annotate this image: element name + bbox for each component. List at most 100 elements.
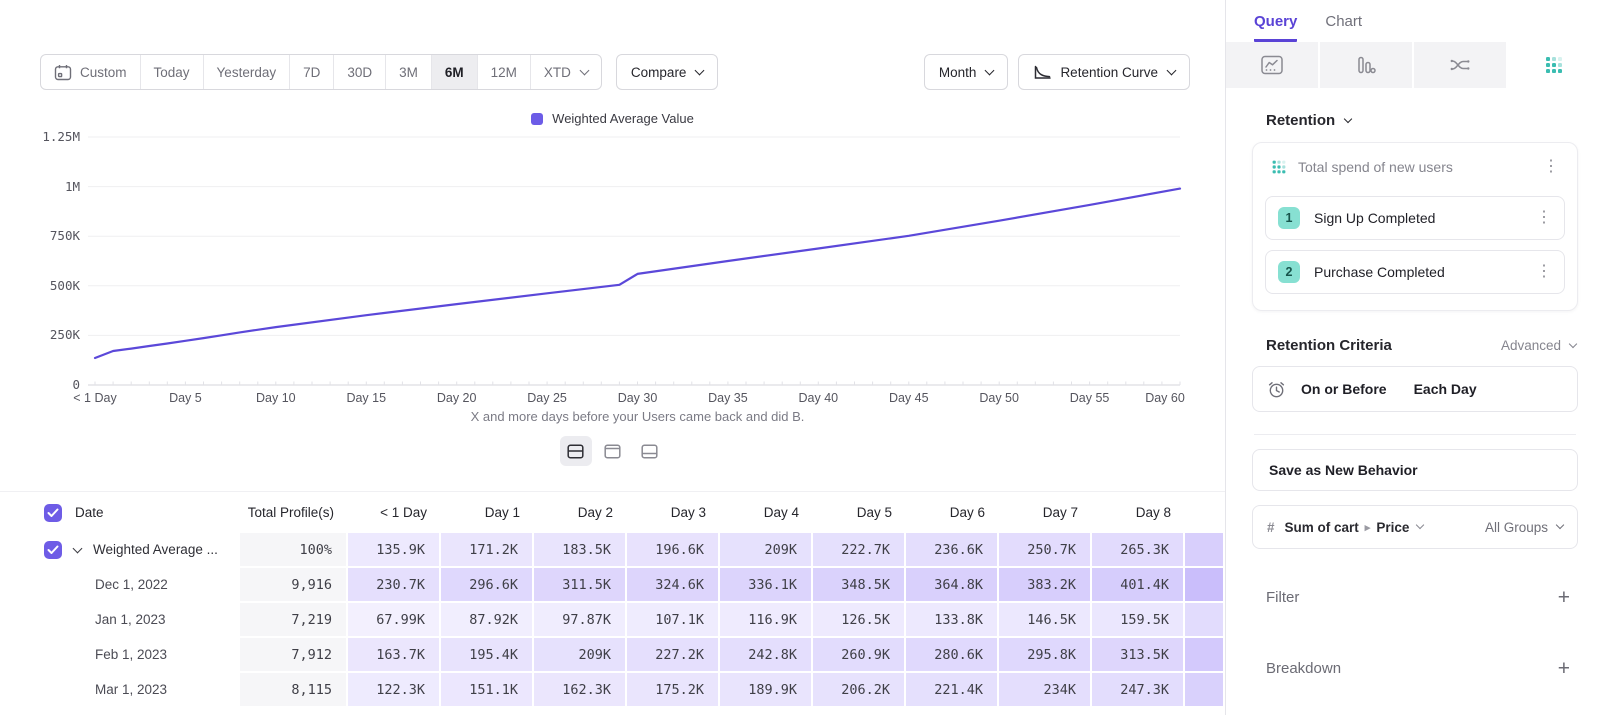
- split-view-toggle[interactable]: [559, 436, 592, 466]
- report-type-tabs: [1226, 42, 1600, 88]
- tab-flows[interactable]: [1414, 42, 1506, 88]
- range-3m[interactable]: 3M: [385, 55, 431, 89]
- caret-right-icon: ▸: [1364, 521, 1371, 534]
- expand-row-chevron-icon[interactable]: [72, 543, 83, 553]
- add-breakdown-button[interactable]: +: [1557, 657, 1570, 680]
- column-header: Day 3: [670, 505, 706, 520]
- range-6m[interactable]: 6M: [430, 55, 477, 89]
- retention-value-cell: 107.1K: [627, 603, 720, 638]
- retention-value-cell: 135.9K: [348, 533, 441, 568]
- row-label[interactable]: Mar 1, 2023: [95, 682, 168, 697]
- retention-value-cell: 260.9K: [813, 638, 906, 673]
- row-checkbox[interactable]: [44, 540, 62, 559]
- table-row-label-cell: Feb 1, 2023: [0, 638, 240, 673]
- legend-label: Weighted Average Value: [552, 111, 694, 126]
- retention-value-cell: 209K: [534, 638, 627, 673]
- kebab-menu-icon[interactable]: ⋮: [1543, 158, 1559, 175]
- row-label[interactable]: Weighted Average ...: [93, 542, 218, 557]
- breakdown-section: Breakdown +: [1266, 658, 1570, 679]
- row-label[interactable]: Dec 1, 2022: [95, 577, 168, 592]
- criteria-condition-card[interactable]: On or Before Each Day: [1252, 366, 1578, 412]
- behavior-retention-icon: [1271, 159, 1287, 175]
- range-30d[interactable]: 30D: [333, 55, 385, 89]
- range-xtd[interactable]: XTD: [529, 55, 601, 89]
- step-number-badge: 2: [1278, 261, 1300, 283]
- retention-value-cell: 221.4K: [906, 673, 999, 708]
- retention-value-cell: 324.6K: [627, 568, 720, 603]
- column-header: Day 1: [484, 505, 520, 520]
- criteria-label: Retention Criteria: [1266, 337, 1392, 354]
- add-filter-button[interactable]: +: [1557, 586, 1570, 609]
- range-label: XTD: [543, 64, 571, 80]
- total-profiles-cell: 7,219: [240, 603, 348, 638]
- filter-label: Filter: [1266, 589, 1300, 606]
- tab-retention[interactable]: [1508, 42, 1600, 88]
- query-sidebar: Query Chart: [1225, 0, 1600, 715]
- granularity-button[interactable]: Month: [923, 54, 1009, 90]
- save-as-new-behavior-button[interactable]: Save as New Behavior: [1252, 449, 1578, 491]
- retention-value-cell: 151.1K: [441, 673, 534, 708]
- group-dropdown[interactable]: All Groups: [1485, 520, 1565, 535]
- range-yesterday[interactable]: Yesterday: [202, 55, 290, 89]
- kebab-menu-icon[interactable]: ⋮: [1536, 263, 1552, 280]
- section-retention-label: Retention: [1266, 112, 1336, 129]
- table-focus-toggle[interactable]: [597, 436, 629, 466]
- x-tick-label: Day 50: [979, 391, 1019, 405]
- row-label[interactable]: Feb 1, 2023: [95, 647, 168, 662]
- chart-legend[interactable]: Weighted Average Value: [0, 111, 1225, 126]
- chart-focus-toggle[interactable]: [634, 436, 666, 466]
- divider: [1254, 434, 1576, 435]
- behavior-step-row[interactable]: 1 Sign Up Completed ⋮: [1265, 196, 1565, 240]
- tab-chart[interactable]: Chart: [1325, 13, 1363, 30]
- compare-button[interactable]: Compare: [615, 54, 719, 90]
- retention-value-cell: 234K: [999, 673, 1092, 708]
- behavior-card: Total spend of new users ⋮ 1 Sign Up Comp…: [1252, 142, 1578, 311]
- behavior-step-row[interactable]: 2 Purchase Completed ⋮: [1265, 250, 1565, 294]
- column-header: Day 7: [1042, 505, 1078, 520]
- range-label: 12M: [490, 64, 517, 80]
- total-profiles-cell: 8,115: [240, 673, 348, 708]
- retention-value-cell: 159.5K: [1092, 603, 1185, 638]
- retention-value-cell: 230.7K: [348, 568, 441, 603]
- tab-funnels[interactable]: [1320, 42, 1412, 88]
- retention-value-cell: 209K: [720, 533, 813, 568]
- date-column-label: Date: [75, 505, 104, 520]
- retention-value-cell: 162.3K: [534, 673, 627, 708]
- select-all-checkbox[interactable]: [44, 503, 62, 522]
- retention-value-cell: 133.8K: [906, 603, 999, 638]
- range-label: Yesterday: [216, 64, 277, 80]
- step-event-label[interactable]: Purchase Completed: [1314, 264, 1445, 280]
- criteria-window[interactable]: Each Day: [1413, 381, 1477, 397]
- range-12m[interactable]: 12M: [476, 55, 530, 89]
- step-event-label[interactable]: Sign Up Completed: [1314, 210, 1436, 226]
- measure-property-dropdown[interactable]: Sum of cart ▸ Price: [1285, 520, 1425, 535]
- chevron-down-icon: [1343, 114, 1353, 123]
- tab-query[interactable]: Query: [1254, 13, 1298, 42]
- retention-value-cell-partial: [1185, 638, 1225, 673]
- kebab-menu-icon[interactable]: ⋮: [1536, 209, 1552, 226]
- tab-insights[interactable]: [1226, 42, 1318, 88]
- range-today[interactable]: Today: [139, 55, 203, 89]
- column-header: Day 5: [856, 505, 892, 520]
- chart-style-button[interactable]: Retention Curve: [1018, 54, 1190, 90]
- row-label[interactable]: Jan 1, 2023: [95, 612, 166, 627]
- criteria-condition[interactable]: On or Before: [1301, 381, 1387, 397]
- chevron-down-icon: [1416, 520, 1425, 530]
- retention-value-cell: 236.6K: [906, 533, 999, 568]
- section-retention[interactable]: Retention: [1266, 112, 1578, 129]
- behavior-header[interactable]: Total spend of new users ⋮: [1265, 156, 1565, 186]
- filter-section: Filter +: [1266, 587, 1570, 608]
- chart-caption: X and more days before your Users came b…: [470, 409, 805, 424]
- x-tick-label: Day 40: [798, 391, 839, 405]
- x-tick-label: Day 15: [346, 391, 387, 405]
- retention-curve-icon: [1033, 65, 1052, 80]
- range-7d[interactable]: 7D: [289, 55, 333, 89]
- total-profiles-cell: 7,912: [240, 638, 348, 673]
- range-label: 30D: [347, 64, 373, 80]
- granularity-label: Month: [938, 64, 977, 80]
- retention-value-cell: 116.9K: [720, 603, 813, 638]
- retention-value-cell: 183.5K: [534, 533, 627, 568]
- x-tick-label: Day 55: [1069, 391, 1110, 405]
- criteria-mode-dropdown[interactable]: Advanced: [1501, 338, 1578, 353]
- range-custom[interactable]: Custom: [41, 55, 140, 89]
